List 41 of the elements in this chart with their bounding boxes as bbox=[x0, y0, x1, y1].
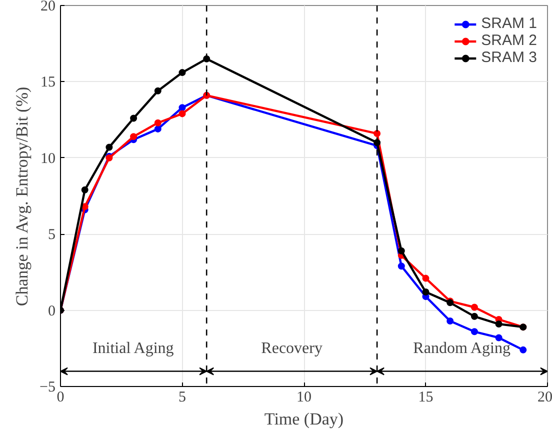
x-axis-title: Time (Day) bbox=[264, 410, 344, 428]
point bbox=[446, 317, 454, 324]
point bbox=[374, 139, 381, 146]
point bbox=[495, 334, 502, 342]
point bbox=[154, 125, 162, 132]
legend-label: SRAM 2 bbox=[481, 32, 537, 49]
point bbox=[470, 312, 478, 320]
x-tick-label: 5 bbox=[178, 390, 186, 406]
point bbox=[495, 320, 502, 328]
point bbox=[520, 346, 527, 354]
y-axis-title: Change in Avg. Entropy/Bit (%) bbox=[12, 86, 32, 306]
point bbox=[178, 104, 186, 112]
legend-label: SRAM 1 bbox=[481, 15, 537, 32]
point bbox=[130, 133, 138, 140]
y-tick-label: 15 bbox=[40, 74, 56, 91]
point bbox=[106, 144, 113, 151]
point bbox=[154, 119, 162, 126]
x-tick-label: 10 bbox=[296, 390, 312, 406]
y-tick-label: 5 bbox=[48, 227, 56, 244]
point bbox=[398, 247, 405, 254]
point bbox=[130, 114, 138, 122]
point bbox=[178, 110, 186, 118]
point bbox=[398, 262, 405, 270]
annotation: Random Aging bbox=[413, 340, 511, 357]
point bbox=[374, 130, 381, 138]
y-tick-label: −5 bbox=[40, 380, 56, 396]
point bbox=[470, 328, 478, 336]
y-tick-label: 10 bbox=[40, 150, 56, 167]
point bbox=[422, 288, 430, 296]
annotation: Recovery bbox=[261, 340, 322, 357]
y-tick-label: 20 bbox=[40, 0, 56, 14]
annotation: Initial Aging bbox=[92, 340, 174, 357]
point bbox=[178, 69, 186, 76]
point bbox=[422, 274, 430, 282]
point bbox=[81, 186, 88, 194]
x-tick-label: 15 bbox=[418, 390, 434, 406]
x-tick-label: 20 bbox=[538, 390, 552, 406]
legend-label: SRAM 3 bbox=[481, 49, 537, 66]
point bbox=[154, 87, 162, 94]
point bbox=[470, 304, 478, 311]
y-tick-label: 0 bbox=[48, 303, 56, 320]
